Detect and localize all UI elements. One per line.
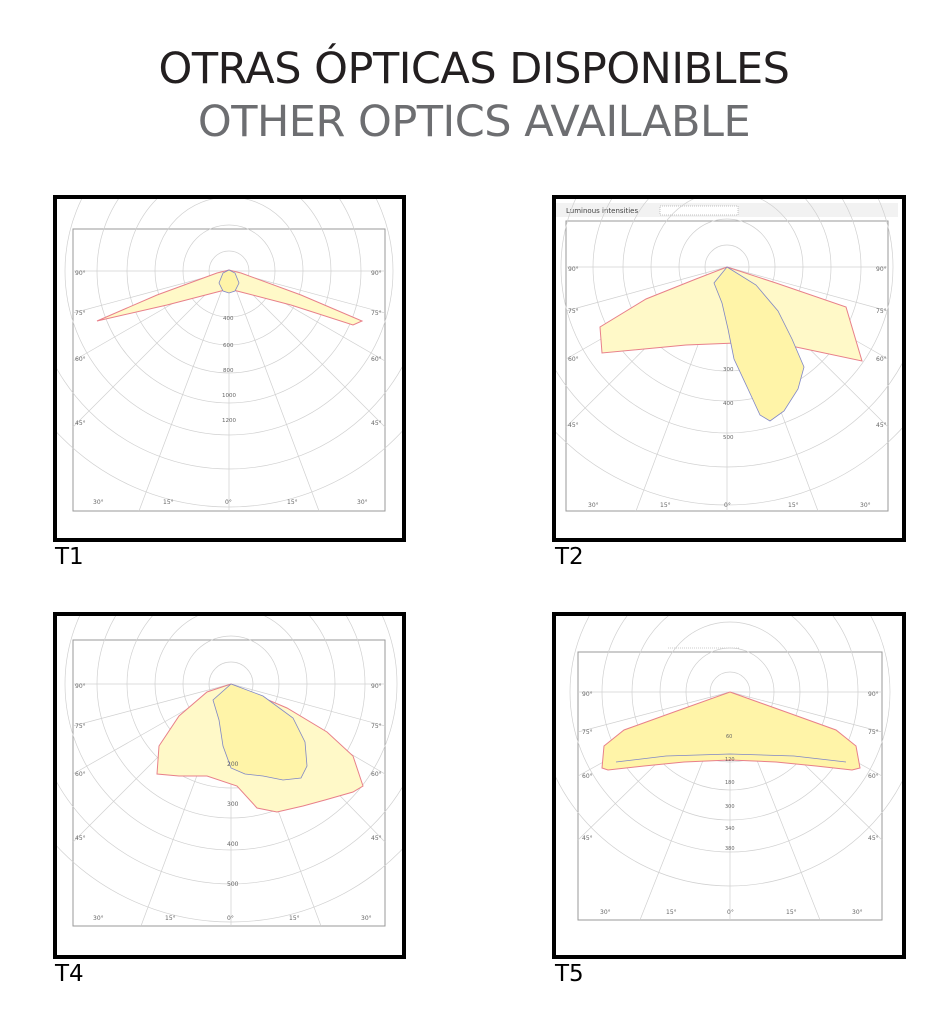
angle-label: 75°: [371, 723, 382, 730]
ring-label: 400: [223, 316, 234, 322]
caption-t5: T5: [555, 961, 584, 987]
angle-label: 45°: [75, 835, 86, 842]
angle-label: 45°: [75, 420, 86, 427]
bottom-angle-label: 15°: [788, 502, 799, 509]
bottom-angle-label: 30°: [852, 909, 863, 916]
bottom-angle-label: 30°: [93, 499, 104, 506]
angle-label: 90°: [75, 270, 86, 277]
bottom-angle-label: 0°: [227, 915, 234, 922]
bottom-angle-label: 0°: [727, 909, 734, 916]
angle-label: 60°: [876, 356, 887, 363]
angle-label: 90°: [568, 266, 579, 273]
ring-label: 180: [725, 780, 735, 786]
angle-label: 90°: [371, 683, 382, 690]
angle-label: 90°: [876, 266, 887, 273]
angle-label: 75°: [868, 729, 879, 736]
ring-label: 1200: [222, 418, 236, 424]
polar-diagram-t1: 90° 90° 75° 75° 60° 60° 45° 45° 30° 15° …: [53, 195, 406, 542]
bottom-angle-label: 15°: [289, 915, 300, 922]
angle-label: 90°: [75, 683, 86, 690]
angle-label: 45°: [582, 835, 593, 842]
bottom-angle-label: 0°: [724, 502, 731, 509]
angle-label: 60°: [75, 771, 86, 778]
ring-label: 200: [227, 761, 239, 768]
angle-label: 90°: [582, 691, 593, 698]
angle-label: 90°: [371, 270, 382, 277]
angle-label: 75°: [371, 310, 382, 317]
bottom-angle-label: 30°: [860, 502, 871, 509]
bottom-angle-label: 0°: [225, 499, 232, 506]
angle-label: 75°: [582, 729, 593, 736]
title-english: OTHER OPTICS AVAILABLE: [197, 97, 751, 147]
ring-label: 380: [725, 846, 735, 852]
ring-label: 120: [725, 757, 735, 763]
angle-label: 75°: [568, 308, 579, 315]
light-distribution-curve-inner: [615, 753, 847, 763]
polar-grid: [57, 199, 402, 512]
title-spanish: OTRAS ÓPTICAS DISPONIBLES: [158, 44, 790, 94]
polar-grid: [57, 616, 402, 927]
ring-label: 400: [723, 401, 734, 407]
angle-label: 75°: [876, 308, 887, 315]
angle-label: 45°: [868, 835, 879, 842]
caption-t2: T2: [555, 544, 584, 570]
angle-label: 45°: [371, 420, 382, 427]
angle-label: 60°: [868, 773, 879, 780]
caption-t4: T4: [55, 961, 84, 987]
bottom-angle-label: 15°: [660, 502, 671, 509]
bottom-angle-label: 30°: [357, 499, 368, 506]
caption-t1: T1: [55, 544, 84, 570]
ring-label: 300: [725, 804, 735, 810]
angle-label: 60°: [75, 356, 86, 363]
ring-label: 340: [725, 826, 735, 832]
diagram-header: Luminous intensities: [566, 207, 638, 215]
bottom-angle-label: 15°: [666, 909, 677, 916]
angle-label: 60°: [582, 773, 593, 780]
light-distribution-curve-inner: [212, 683, 308, 781]
light-distribution-curve: [601, 691, 861, 771]
light-distribution-curve-inner: [713, 266, 805, 422]
ring-label: 60: [726, 734, 732, 740]
ring-label: 500: [227, 881, 239, 888]
angle-label: 45°: [876, 422, 887, 429]
angle-label: 60°: [371, 356, 382, 363]
bottom-angle-label: 15°: [287, 499, 298, 506]
angle-label: 45°: [568, 422, 579, 429]
polar-diagram-t4: 90° 90° 75° 75° 60° 60° 45° 45° 30° 15° …: [53, 612, 406, 959]
bottom-angle-label: 15°: [786, 909, 797, 916]
angle-label: 60°: [568, 356, 579, 363]
angle-label: 75°: [75, 310, 86, 317]
angle-label: 75°: [75, 723, 86, 730]
ring-label: 600: [223, 343, 234, 349]
polar-diagram-t5: 90° 90° 75° 75° 60° 60° 45° 45° 30° 15° …: [552, 612, 906, 959]
bottom-angle-label: 30°: [588, 502, 599, 509]
bottom-angle-label: 30°: [93, 915, 104, 922]
ring-label: 1000: [222, 393, 236, 399]
ring-label: 400: [227, 841, 239, 848]
angle-label: 45°: [371, 835, 382, 842]
angle-label: 60°: [371, 771, 382, 778]
bottom-angle-label: 15°: [165, 915, 176, 922]
bottom-angle-label: 30°: [600, 909, 611, 916]
angle-label: 90°: [868, 691, 879, 698]
polar-diagram-t2: Luminous intensities 90° 90°: [552, 195, 906, 542]
light-distribution-curve-inner: [218, 269, 240, 294]
bottom-angle-label: 15°: [163, 499, 174, 506]
ring-label: 800: [223, 368, 234, 374]
ring-label: 500: [723, 435, 734, 441]
bottom-angle-label: 30°: [361, 915, 372, 922]
ring-label: 300: [227, 801, 239, 808]
ring-label: 300: [723, 367, 734, 373]
